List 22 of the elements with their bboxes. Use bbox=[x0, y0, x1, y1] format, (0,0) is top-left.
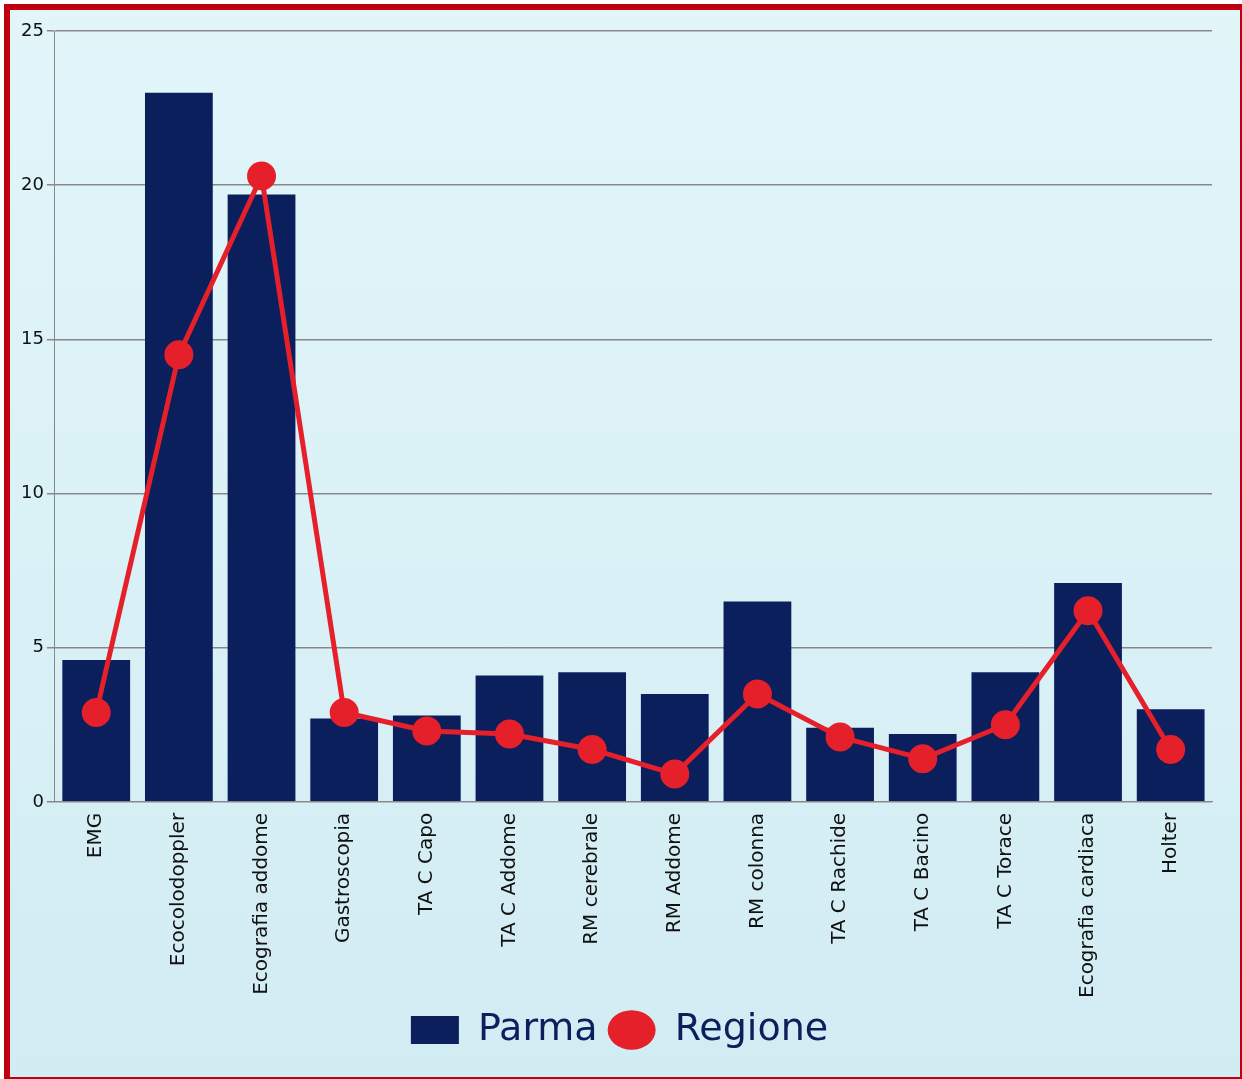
x-tick-label: Gastroscopia bbox=[330, 812, 355, 944]
x-tick-label: Ecocolodoppler bbox=[165, 812, 190, 967]
x-tick-label: TA C Bacino bbox=[908, 812, 933, 933]
x-tick-label: RM Addome bbox=[660, 812, 685, 934]
x-tick-label: RM colonna bbox=[743, 812, 768, 930]
x-tick-label: TA C Capo bbox=[413, 812, 438, 917]
y-tick-label: 10 bbox=[21, 481, 44, 503]
x-tick-label: Ecografia addome bbox=[247, 812, 272, 995]
y-tick-label: 0 bbox=[32, 789, 44, 811]
x-tick-label: TA C Torace bbox=[991, 812, 1016, 930]
x-tick-label: EMG bbox=[82, 812, 107, 859]
legend-label: Regione bbox=[674, 1004, 829, 1049]
x-tick-label: TA C Rachide bbox=[826, 812, 851, 945]
x-tick-label: Ecografia cardiaca bbox=[1074, 812, 1099, 998]
x-tick-label: RM cerebrale bbox=[578, 812, 603, 945]
y-tick-label: 20 bbox=[21, 172, 44, 194]
y-tick-label: 5 bbox=[32, 635, 44, 657]
y-tick-label: 15 bbox=[21, 327, 44, 349]
legend-label: Parma bbox=[477, 1004, 598, 1049]
x-tick-label: Holter bbox=[1156, 812, 1181, 875]
y-tick-label: 25 bbox=[21, 18, 44, 40]
x-tick-label: TA C Addome bbox=[495, 812, 520, 948]
